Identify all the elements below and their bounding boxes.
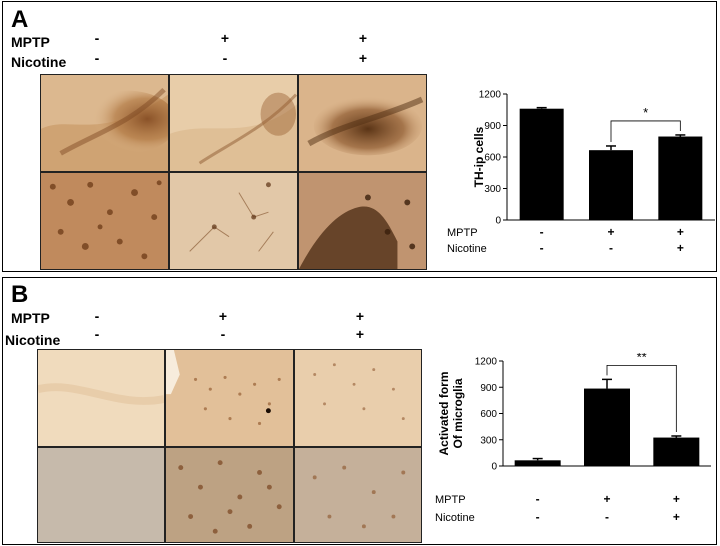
significance-marker: * — [643, 105, 648, 120]
significance-marker: ** — [637, 353, 647, 364]
mptp-condition-sign: - — [536, 492, 540, 506]
micrograph-mptp-low-mag — [169, 74, 298, 172]
micrograph-mptp-nicotine-low-mag — [294, 349, 422, 447]
y-tick-label: 600 — [480, 409, 497, 420]
panel-b-nicotine-sign: - — [94, 326, 100, 342]
panel-a-nicotine-sign: - — [222, 50, 228, 66]
panel-a-letter: A — [11, 6, 29, 33]
panel-b-letter: B — [11, 281, 29, 308]
micrograph-mptp-high-mag — [165, 447, 294, 543]
panel-b-nicotine-sign: + — [355, 326, 365, 342]
micrograph-mptp-low-mag — [165, 349, 294, 447]
mptp-condition-sign: + — [677, 225, 684, 239]
micrograph-control-low-mag — [37, 349, 165, 447]
panel-b-mptp-sign: + — [355, 308, 365, 324]
y-axis-label: Activated formOf microglia — [437, 371, 465, 455]
panel-a: A MPTP Nicotine - + + - - + — [2, 1, 717, 272]
micrograph-mptp-high-mag — [169, 172, 298, 270]
y-tick-label: 900 — [480, 383, 497, 394]
panel-a-mptp-sign: + — [358, 30, 368, 46]
y-tick-label: 1200 — [479, 90, 502, 101]
mptp-condition-label: MPTP — [447, 227, 478, 239]
activated-microglia-bar-chart: 0 300 600 900 1200 Activated formOf microglia… — [435, 353, 711, 524]
significance-bracket — [606, 364, 677, 432]
panel-a-nicotine-label: Nicotine — [11, 54, 67, 70]
y-tick-label: 900 — [484, 121, 501, 132]
panel-b-mptp-label: MPTP — [11, 310, 50, 326]
micrograph-mptp-nicotine-low-mag — [298, 74, 427, 172]
y-tick-label: 300 — [484, 184, 501, 195]
bar — [589, 150, 633, 220]
mptp-condition-sign: - — [540, 225, 544, 239]
panel-b: B MPTP Nicotine - + + - - + — [2, 277, 717, 545]
panel-b-nicotine-label: Nicotine — [5, 332, 61, 348]
mptp-condition-label: MPTP — [435, 494, 466, 506]
bar — [514, 460, 561, 466]
nicotine-condition-sign: - — [536, 510, 540, 524]
y-tick-label: 300 — [480, 435, 497, 446]
panel-b-nicotine-sign: - — [220, 326, 226, 342]
nicotine-condition-sign: + — [677, 241, 684, 255]
panel-a-mptp-label: MPTP — [11, 34, 50, 50]
y-tick-label: 1200 — [475, 357, 498, 368]
panel-a-mptp-sign: + — [220, 30, 230, 46]
significance-bracket — [610, 120, 681, 142]
micrograph-mptp-nicotine-high-mag — [298, 172, 427, 270]
nicotine-condition-sign: - — [540, 241, 544, 255]
bar — [653, 437, 700, 466]
nicotine-condition-sign: + — [673, 510, 680, 524]
bar — [584, 388, 630, 466]
micrograph-control-low-mag — [40, 74, 169, 172]
bar — [519, 108, 564, 220]
y-axis-label: TH-ip cells — [472, 126, 486, 187]
panel-b-mptp-sign: - — [94, 308, 100, 324]
micrograph-control-high-mag — [37, 447, 165, 543]
y-tick-label: 0 — [495, 216, 501, 227]
mptp-condition-sign: + — [603, 492, 610, 506]
mptp-condition-sign: + — [607, 225, 614, 239]
bar — [658, 136, 703, 220]
panel-a-mptp-sign: - — [94, 30, 100, 46]
micrograph-mptp-nicotine-high-mag — [294, 447, 422, 543]
nicotine-condition-sign: - — [605, 510, 609, 524]
y-tick-label: 600 — [484, 153, 501, 164]
nicotine-condition-sign: - — [609, 241, 613, 255]
micrograph-control-high-mag — [40, 172, 169, 270]
nicotine-condition-label: Nicotine — [435, 512, 475, 524]
th-ip-cells-bar-chart: 0 300 600 900 1200 TH-ip cells * MPTP - + + Nicotin… — [447, 90, 715, 255]
panel-a-nicotine-sign: - — [94, 50, 100, 66]
mptp-condition-sign: + — [673, 492, 680, 506]
panel-a-nicotine-sign: + — [358, 50, 368, 66]
panel-b-mptp-sign: + — [218, 308, 228, 324]
nicotine-condition-label: Nicotine — [447, 243, 487, 255]
y-tick-label: 0 — [491, 462, 497, 473]
